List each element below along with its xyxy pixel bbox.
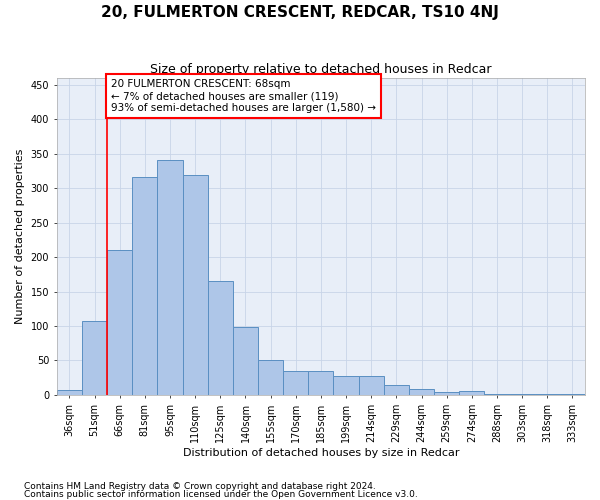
Title: Size of property relative to detached houses in Redcar: Size of property relative to detached ho…: [150, 62, 491, 76]
Bar: [283, 371, 308, 395]
Bar: [132, 176, 157, 395]
Bar: [82, 320, 107, 395]
Bar: [233, 326, 258, 395]
Bar: [258, 360, 283, 395]
Bar: [384, 384, 409, 395]
Text: 20, FULMERTON CRESCENT, REDCAR, TS10 4NJ: 20, FULMERTON CRESCENT, REDCAR, TS10 4NJ: [101, 5, 499, 20]
Bar: [107, 250, 132, 395]
Bar: [359, 376, 384, 395]
Bar: [182, 175, 208, 395]
Bar: [535, 394, 560, 395]
Bar: [459, 392, 484, 395]
Bar: [409, 390, 434, 395]
Text: Contains HM Land Registry data © Crown copyright and database right 2024.: Contains HM Land Registry data © Crown c…: [24, 482, 376, 491]
Bar: [157, 160, 182, 395]
Bar: [334, 376, 359, 395]
Y-axis label: Number of detached properties: Number of detached properties: [15, 149, 25, 324]
Bar: [560, 394, 585, 395]
Text: Contains public sector information licensed under the Open Government Licence v3: Contains public sector information licen…: [24, 490, 418, 499]
Text: 20 FULMERTON CRESCENT: 68sqm
← 7% of detached houses are smaller (119)
93% of se: 20 FULMERTON CRESCENT: 68sqm ← 7% of det…: [111, 80, 376, 112]
X-axis label: Distribution of detached houses by size in Redcar: Distribution of detached houses by size …: [182, 448, 459, 458]
Bar: [208, 282, 233, 395]
Bar: [484, 394, 509, 395]
Bar: [308, 371, 334, 395]
Bar: [57, 390, 82, 395]
Bar: [509, 394, 535, 395]
Bar: [434, 392, 459, 395]
